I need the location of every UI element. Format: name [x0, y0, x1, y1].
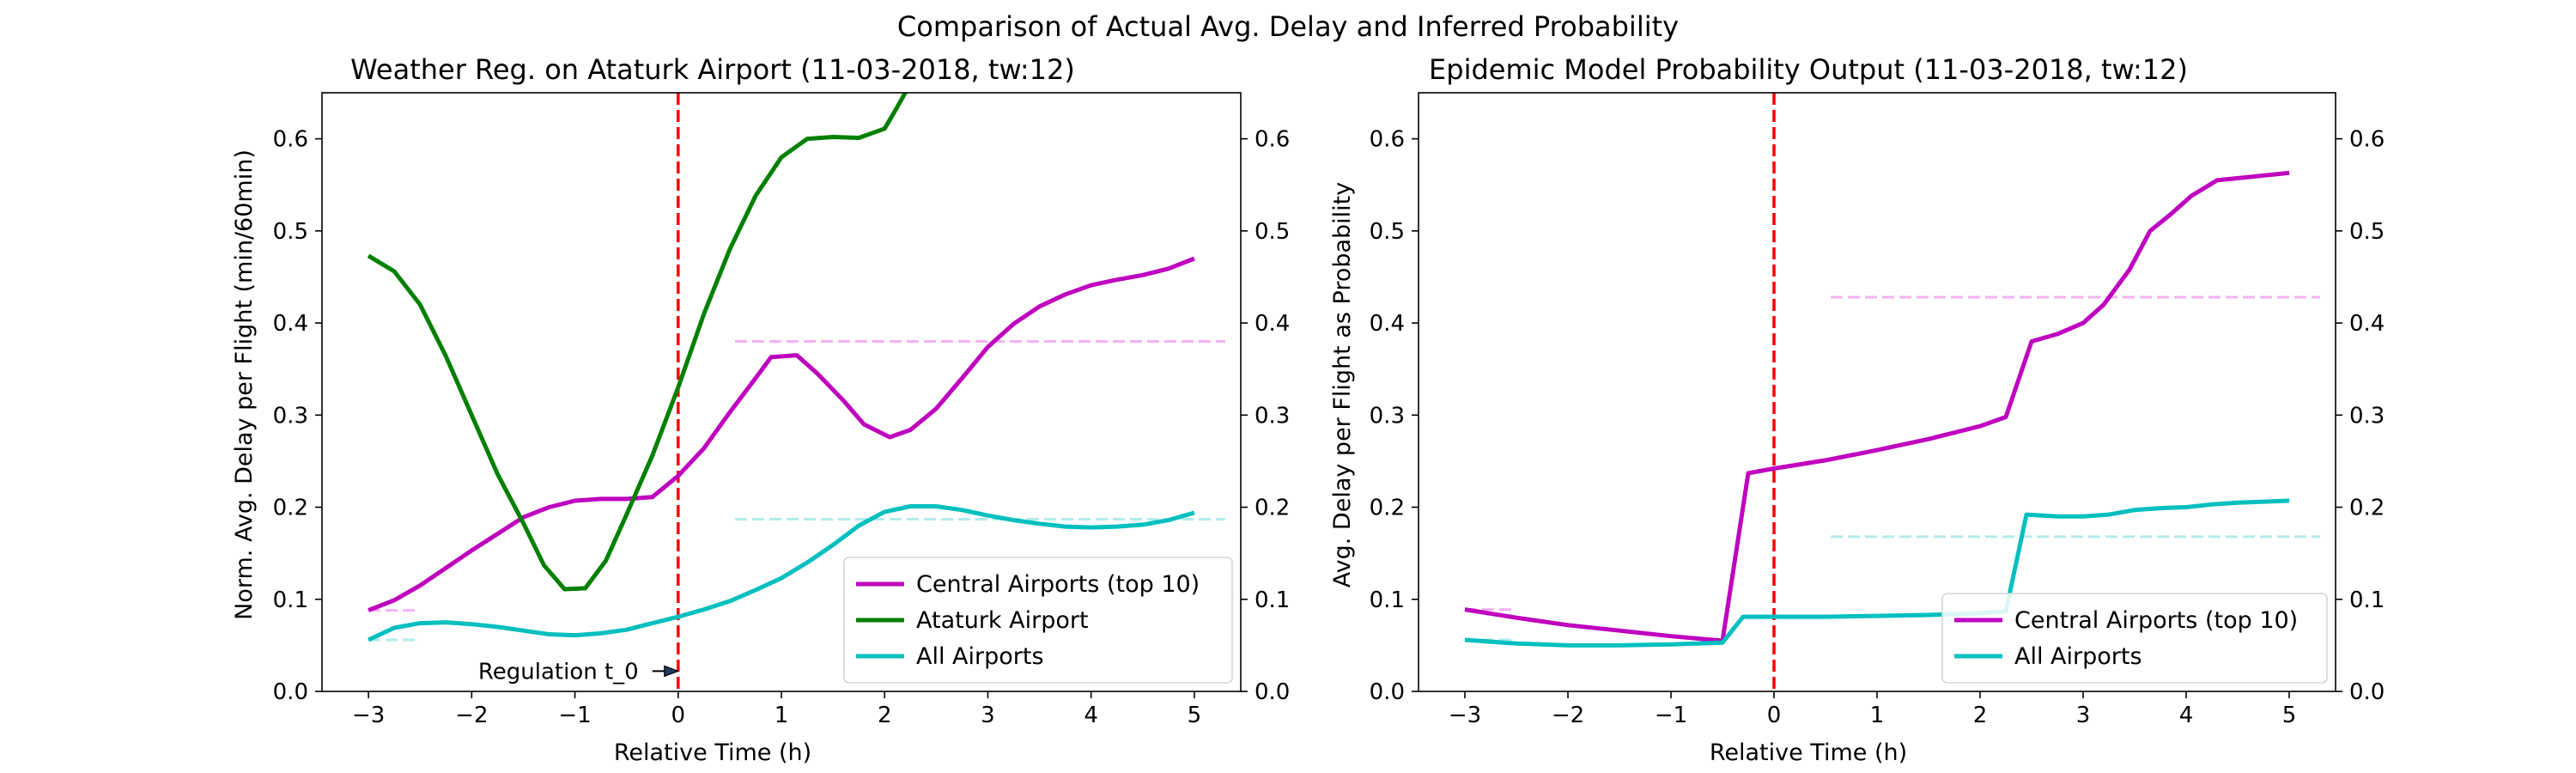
panel-right: Epidemic Model Probability Output (11-03…	[1329, 53, 2188, 766]
y-right-tick-label-right-0: 0.0	[2349, 679, 2385, 705]
x-tick-label-left-7: 4	[1084, 703, 1098, 728]
y-tick-label-left-4: 0.4	[273, 311, 308, 337]
y-right-tick-label-left-0: 0.0	[1255, 679, 1290, 705]
x-tick-label-left-2: −1	[558, 703, 591, 728]
legend-label-right-0: Central Airports (top 10)	[2014, 607, 2298, 634]
panel-left-xlabel: Relative Time (h)	[614, 740, 811, 766]
legend-frame-left	[843, 557, 1233, 684]
x-tick-label-right-0: −3	[1449, 703, 1481, 728]
regulation-annotation-label: Regulation t_0	[478, 659, 639, 685]
y-tick-label-right-1: 0.1	[1370, 587, 1405, 613]
y-right-tick-label-left-6: 0.6	[1255, 127, 1290, 153]
y-tick-label-left-1: 0.1	[273, 587, 308, 613]
series-line-left-2	[368, 504, 1195, 642]
y-tick-label-right-0: 0.0	[1370, 679, 1405, 705]
x-tick-label-right-1: −2	[1552, 703, 1584, 728]
y-tick-label-right-2: 0.2	[1370, 496, 1405, 521]
y-right-tick-label-left-5: 0.5	[1255, 219, 1290, 245]
y-tick-label-left-3: 0.3	[273, 403, 308, 429]
figure-suptitle: Comparison of Actual Avg. Delay and Infe…	[897, 10, 1679, 43]
x-tick-label-left-8: 5	[1188, 703, 1202, 728]
legend-label-left-0: Central Airports (top 10)	[916, 571, 1200, 598]
x-tick-label-right-7: 4	[2179, 703, 2194, 728]
y-right-tick-label-left-1: 0.1	[1255, 587, 1290, 613]
y-right-tick-label-right-5: 0.5	[2349, 219, 2385, 245]
y-tick-label-right-4: 0.4	[1370, 311, 1405, 337]
y-tick-label-left-6: 0.6	[273, 127, 308, 153]
y-right-tick-label-right-3: 0.3	[2349, 403, 2385, 429]
regulation-annotation-arrow-head	[664, 665, 680, 678]
y-tick-label-left-5: 0.5	[273, 219, 308, 245]
panel-right-title: Epidemic Model Probability Output (11-03…	[1429, 53, 2188, 86]
y-right-tick-label-left-3: 0.3	[1255, 403, 1290, 429]
y-right-tick-label-right-1: 0.1	[2349, 587, 2385, 613]
x-tick-label-left-3: 0	[671, 703, 686, 728]
x-tick-label-left-6: 3	[981, 703, 995, 728]
y-right-tick-label-right-6: 0.6	[2349, 127, 2385, 153]
y-right-tick-label-left-4: 0.4	[1255, 311, 1290, 337]
y-right-tick-label-left-2: 0.2	[1255, 496, 1290, 521]
series-line-left-1	[367, 93, 908, 592]
x-tick-label-left-4: 1	[775, 703, 789, 728]
y-right-tick-label-right-2: 0.2	[2349, 496, 2385, 521]
x-tick-label-left-0: −3	[352, 703, 385, 728]
y-tick-label-right-5: 0.5	[1370, 219, 1405, 245]
legend-left: Central Airports (top 10) Ataturk Airport…	[843, 557, 1233, 684]
legend-right: Central Airports (top 10) All Airports	[1941, 593, 2328, 684]
y-tick-label-right-6: 0.6	[1370, 127, 1405, 153]
plot-area-left	[367, 93, 1225, 691]
panel-left-ylabel: Norm. Avg. Delay per Flight (min/60min)	[231, 149, 258, 620]
panel-right-xlabel: Relative Time (h)	[1710, 740, 1907, 766]
x-tick-label-right-2: −1	[1655, 703, 1687, 728]
x-tick-label-left-1: −2	[455, 703, 488, 728]
x-tick-label-right-5: 2	[1973, 703, 1988, 728]
y-tick-label-left-2: 0.2	[273, 496, 308, 521]
series-line-left-0	[368, 256, 1195, 612]
legend-label-left-2: All Airports	[916, 643, 1044, 670]
x-tick-label-right-3: 0	[1767, 703, 1782, 728]
y-tick-label-right-3: 0.3	[1370, 403, 1405, 429]
legend-label-right-1: All Airports	[2014, 643, 2142, 670]
x-tick-label-right-6: 3	[2076, 703, 2091, 728]
legend-frame-right	[1941, 593, 2328, 684]
panel-left: Weather Reg. on Ataturk Airport (11-03-2…	[231, 53, 1075, 766]
y-tick-label-left-0: 0.0	[273, 679, 308, 705]
legend-label-left-1: Ataturk Airport	[916, 607, 1089, 634]
x-tick-label-left-5: 2	[878, 703, 892, 728]
panel-right-ylabel: Avg. Delay per Flight as Probability	[1329, 182, 1356, 588]
x-tick-label-right-8: 5	[2282, 703, 2297, 728]
x-tick-label-right-4: 1	[1870, 703, 1885, 728]
series-line-right-0	[1464, 170, 2290, 643]
y-right-tick-label-right-4: 0.4	[2349, 311, 2385, 337]
panel-left-title: Weather Reg. on Ataturk Airport (11-03-2…	[350, 53, 1075, 86]
